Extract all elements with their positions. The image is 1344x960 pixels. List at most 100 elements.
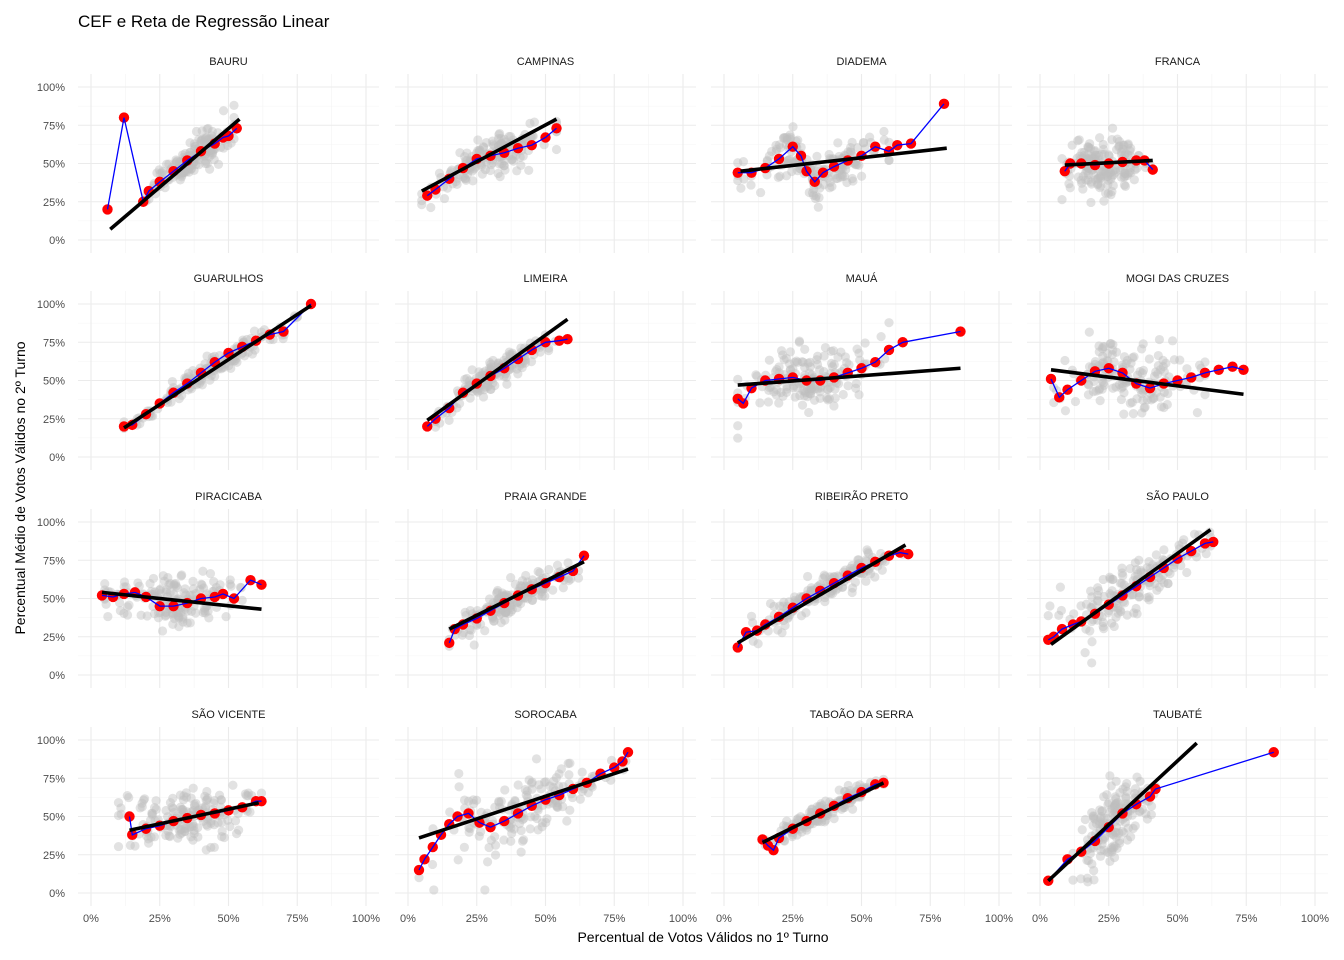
scatter-point: [181, 788, 191, 798]
scatter-point: [1098, 351, 1108, 361]
scatter-point: [1114, 836, 1124, 846]
scatter-point: [494, 130, 504, 140]
scatter-point: [820, 571, 830, 582]
scatter-point: [736, 183, 746, 193]
scatter-point: [1158, 355, 1168, 365]
scatter-point: [788, 364, 798, 374]
scatter-point: [147, 808, 158, 819]
scatter-point: [1081, 167, 1091, 178]
scatter-point: [1154, 582, 1164, 592]
scatter-point: [178, 617, 188, 627]
scatter-point: [764, 151, 774, 161]
scatter-point: [1121, 792, 1131, 802]
scatter-point: [523, 594, 533, 604]
scatter-point: [1077, 147, 1087, 158]
scatter-point: [1095, 813, 1106, 824]
scatter-point: [219, 832, 229, 843]
regression-line: [740, 146, 947, 173]
scatter-point: [194, 134, 204, 144]
scatter-point: [480, 885, 490, 895]
scatter-point: [200, 603, 210, 613]
scatter-point: [843, 147, 853, 157]
scatter-point: [544, 564, 554, 575]
scatter-point: [1087, 592, 1097, 602]
scatter-point: [168, 793, 178, 804]
scatter-point: [243, 791, 253, 801]
scatter-point: [1124, 167, 1135, 177]
scatter-point: [236, 583, 246, 593]
scatter-point: [1163, 578, 1173, 589]
scatter-point: [1120, 168, 1130, 178]
scatter-point: [489, 141, 499, 151]
scatter-point: [733, 175, 743, 186]
scatter-point: [879, 135, 889, 145]
scatter-point: [162, 159, 172, 169]
scatter-point: [843, 381, 853, 391]
scatter-point: [793, 357, 803, 367]
scatter-point: [182, 606, 193, 616]
facet-strip-label: SÃO PAULO: [1146, 490, 1209, 503]
scatter-point: [548, 782, 558, 793]
scatter-point: [1103, 799, 1113, 809]
scatter-point: [1128, 823, 1138, 834]
scatter-point: [486, 835, 496, 845]
cef-point: [578, 550, 590, 561]
scatter-point: [205, 375, 215, 385]
scatter-point: [225, 575, 235, 585]
scatter-point: [820, 342, 831, 353]
scatter-point: [794, 337, 805, 347]
scatter-point: [202, 795, 212, 805]
scatter-point: [746, 611, 757, 621]
scatter-point: [185, 147, 195, 158]
scatter-point: [139, 795, 149, 805]
y-tick-label: 75%: [43, 773, 65, 785]
scatter-point: [845, 146, 856, 156]
scatter-point: [782, 132, 792, 142]
scatter-point: [769, 387, 779, 397]
x-tick-label: 0%: [83, 913, 99, 925]
scatter-point: [494, 796, 504, 806]
scatter-point: [155, 169, 165, 179]
scatter-point: [159, 576, 170, 586]
scatter-point: [458, 627, 469, 638]
scatter-point: [1174, 540, 1184, 550]
scatter-point: [527, 595, 538, 605]
scatter-point: [854, 390, 864, 400]
scatter-point: [197, 126, 207, 136]
scatter-point: [210, 795, 220, 806]
scatter-point: [780, 620, 790, 631]
scatter-point: [1145, 581, 1155, 591]
facet-panel-ribeirao-preto: RIBEIRÃO PRETO: [711, 490, 1012, 688]
scatter-point: [800, 388, 810, 398]
scatter-point: [733, 433, 743, 443]
scatter-point: [1142, 395, 1153, 405]
scatter-point: [460, 152, 470, 162]
scatter-point: [819, 367, 829, 377]
scatter-point: [1114, 380, 1125, 390]
scatter-point: [1104, 798, 1114, 808]
scatter-point: [116, 809, 126, 819]
regression-line: [426, 317, 569, 422]
cef-line: [426, 338, 568, 427]
scatter-point: [792, 814, 802, 825]
scatter-point: [161, 585, 172, 595]
scatter-point: [1163, 578, 1173, 589]
scatter-point: [1111, 799, 1121, 809]
x-axis-title: Percentual de Votos Válidos no 1º Turno: [577, 929, 828, 945]
scatter-point: [1088, 387, 1098, 397]
scatter-point: [1108, 170, 1119, 180]
scatter-point: [756, 187, 766, 198]
scatter-point: [566, 574, 576, 584]
scatter-point: [214, 790, 225, 800]
scatter-point: [1149, 393, 1159, 403]
scatter-point: [469, 798, 479, 809]
scatter-point: [168, 610, 178, 620]
scatter-point: [502, 379, 512, 389]
scatter-point: [1153, 361, 1163, 371]
scatter-point: [788, 122, 798, 132]
scatter-point: [1098, 166, 1108, 176]
scatter-point: [189, 165, 199, 176]
scatter-point: [509, 824, 519, 834]
scatter-point: [854, 160, 864, 170]
scatter-point: [219, 143, 229, 153]
